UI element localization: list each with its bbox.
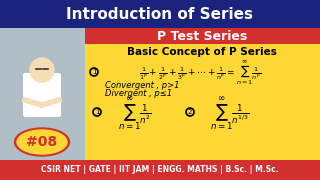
FancyBboxPatch shape <box>0 0 320 28</box>
Circle shape <box>30 58 54 82</box>
Ellipse shape <box>14 128 69 156</box>
Text: P Test Series: P Test Series <box>157 30 247 42</box>
Text: Convergent , p>1: Convergent , p>1 <box>105 80 180 89</box>
FancyBboxPatch shape <box>85 28 320 44</box>
Text: #08: #08 <box>27 135 58 149</box>
FancyBboxPatch shape <box>85 44 320 160</box>
FancyBboxPatch shape <box>23 73 61 117</box>
FancyBboxPatch shape <box>0 160 320 180</box>
Text: 2: 2 <box>188 109 192 115</box>
Text: CSIR NET | GATE | IIT JAM | ENGG. MATHS | B.Sc. | M.Sc.: CSIR NET | GATE | IIT JAM | ENGG. MATHS … <box>41 165 279 174</box>
Text: $\sum_{n=1}^{\infty}\frac{1}{n^{1/3}}$: $\sum_{n=1}^{\infty}\frac{1}{n^{1/3}}$ <box>210 95 250 133</box>
Text: Divergent , p≤1: Divergent , p≤1 <box>105 89 172 98</box>
Ellipse shape <box>17 130 67 154</box>
Text: $\frac{1}{1^p}+\frac{1}{2^p}+\frac{1}{3^p}+\cdots+\frac{1}{n^p}=\sum_{n=1}^{\inf: $\frac{1}{1^p}+\frac{1}{2^p}+\frac{1}{3^… <box>139 59 261 87</box>
Text: Basic Concept of P Series: Basic Concept of P Series <box>127 47 277 57</box>
Text: 1: 1 <box>92 69 96 75</box>
Text: 1: 1 <box>95 109 99 115</box>
FancyBboxPatch shape <box>0 28 85 160</box>
Text: $\sum_{n=1}^{\infty}\frac{1}{n^2}$: $\sum_{n=1}^{\infty}\frac{1}{n^2}$ <box>118 95 152 133</box>
Text: Introduction of Series: Introduction of Series <box>67 6 253 21</box>
